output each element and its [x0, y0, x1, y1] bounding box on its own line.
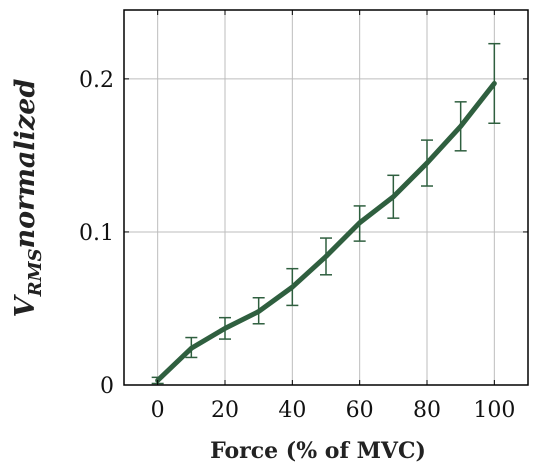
x-tick-label: 80	[413, 398, 441, 423]
axis-ticks: 0 20 40 60 80 100 0 0.1 0.2	[79, 10, 528, 423]
x-axis-label: Force (% of MVC)	[210, 438, 426, 464]
x-tick-label: 100	[473, 398, 515, 423]
x-tick-label: 40	[278, 398, 306, 423]
plot-frame	[123, 9, 529, 386]
y-axis-label-main: V	[10, 293, 41, 317]
y-axis-label-rest: normalized	[10, 79, 41, 249]
grid	[124, 10, 528, 386]
y-tick-label: 0.2	[79, 68, 114, 93]
series-line	[155, 80, 497, 383]
x-tick-label: 60	[346, 398, 374, 423]
x-tick-label: 20	[211, 398, 239, 423]
x-tick-label: 0	[151, 398, 165, 423]
y-axis-label-subscript: RMS	[25, 249, 46, 298]
series-line-group	[155, 80, 497, 383]
y-tick-label: 0.1	[79, 221, 114, 246]
error-bars	[151, 42, 501, 385]
y-axis-label: VRMSnormalized	[10, 79, 46, 318]
y-tick-label: 0	[100, 374, 114, 399]
